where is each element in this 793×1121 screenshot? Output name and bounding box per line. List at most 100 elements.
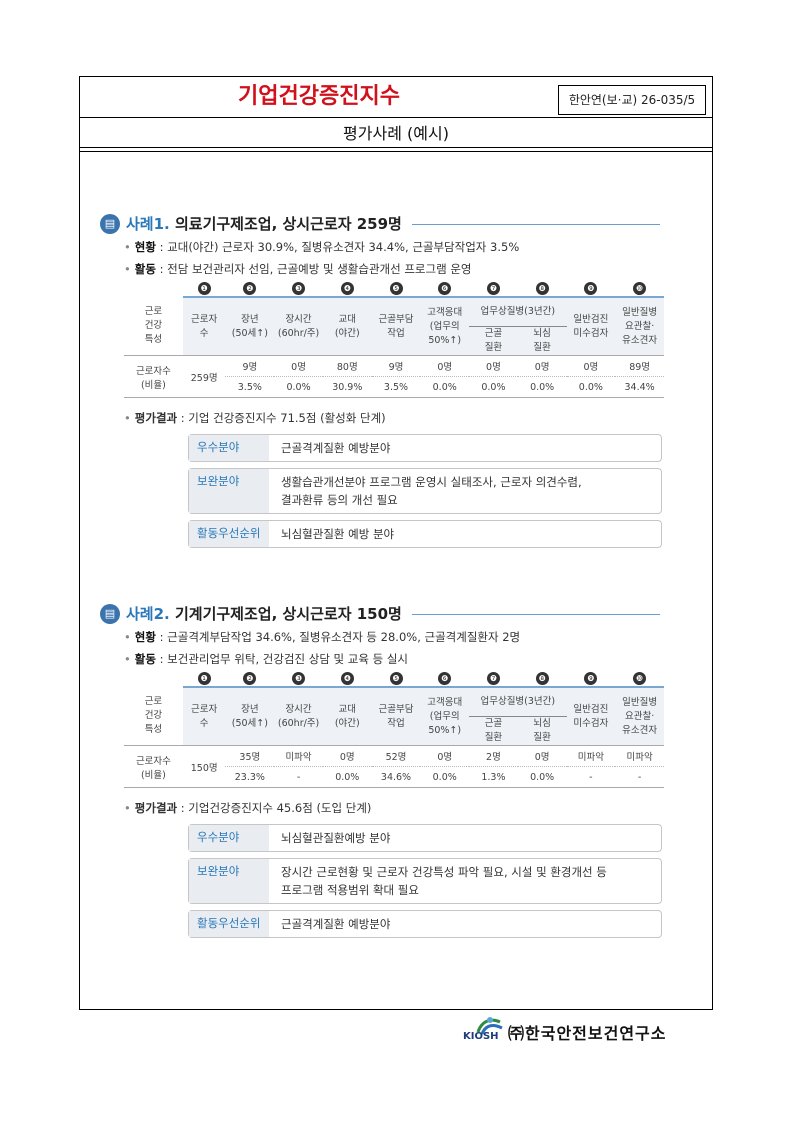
worker-ratio: 23.3%: [225, 766, 275, 788]
health-characteristics-table: ❶ ❷ ❸ ❹ ❺ ❻ ❼ ❽ ❾ ❿ 근로 건강 특성 근로자 수 장년 (50세↑) 장시간 (60h…: [124, 670, 664, 788]
table-column-header: 장시간 (60hr/주): [274, 686, 323, 746]
worker-total: 150명: [182, 745, 226, 788]
column-number: ❻: [438, 281, 452, 295]
column-number: ❶: [197, 281, 211, 295]
worker-ratio: 3.5%: [371, 376, 421, 398]
document-icon: ▤: [100, 214, 120, 234]
status-key: 현황: [134, 630, 156, 644]
evaluation-result: 평가결과 : 기업건강증진지수 45.6점 (도입 단계): [124, 798, 670, 818]
heading-rule: [412, 224, 660, 225]
worker-count: 미파악: [274, 745, 323, 767]
worker-count: 9명: [371, 355, 421, 377]
result-box: 활동우선순위 뇌심혈관질환 예방 분야: [188, 520, 662, 548]
worker-ratio: 34.6%: [371, 766, 421, 788]
table-row-label: 근로자수 (비율): [124, 355, 183, 398]
case-title-text: 기계기구제조업, 상시근로자 150명: [169, 605, 402, 623]
table-column-header: 교대 (야간): [322, 686, 372, 746]
column-number: ❺: [389, 281, 403, 295]
worker-ratio: 0.0%: [517, 376, 567, 398]
result-box: 활동우선순위 근골격계질환 예방분야: [188, 910, 662, 938]
column-number: ❷: [243, 281, 257, 295]
worker-ratio: -: [274, 766, 323, 788]
worker-ratio: 34.4%: [615, 376, 664, 398]
result-box: 보완분야 장시간 근로현황 및 근로자 건강특성 파악 필요, 시설 및 환경개선…: [188, 858, 662, 904]
worker-count: 2명: [469, 745, 518, 767]
column-number: ❾: [584, 671, 598, 685]
table-group-header: 업무상질병(3년간): [469, 686, 567, 717]
worker-count: 미파악: [615, 745, 664, 767]
column-number: ❺: [389, 671, 403, 685]
table-column-header: 장시간 (60hr/주): [274, 296, 323, 356]
header-divider: [80, 147, 712, 148]
case-label: 사례2.: [126, 605, 170, 623]
table-column-header: 근로자 수: [182, 686, 226, 746]
kiosh-logo-text: KIOSH: [463, 1031, 499, 1042]
column-number: ❹: [340, 281, 354, 295]
worker-ratio: 0.0%: [566, 376, 616, 398]
table-row-label: 근로자수 (비율): [124, 745, 183, 788]
case-heading: ▤ 사례1. 의료기구제조업, 상시근로자 259명: [100, 212, 670, 236]
header-divider: [80, 117, 712, 118]
column-number: ❸: [292, 671, 306, 685]
table-column-header: 일반질병 요관찰· 유소견자: [615, 686, 664, 746]
table-column-header: 고객응대 (업무의 50%↑): [420, 296, 470, 356]
table-column-header: 근골 질환: [469, 326, 518, 356]
case-section-2: ▤ 사례2. 기계기구제조업, 상시근로자 150명현황 : 근골격계부담작업 3…: [100, 602, 670, 938]
result-box-key: 활동우선순위: [189, 911, 269, 937]
column-number: ❾: [584, 281, 598, 295]
activity-text: : 전담 보건관리자 선임, 근골예방 및 생활습관개선 프로그램 운영: [155, 262, 472, 276]
document-frame: 기업건강증진지수 한안연(보·교) 26-035/5 평가사례 (예시): [79, 76, 713, 1010]
worker-count: 89명: [615, 355, 664, 377]
case-heading: ▤ 사례2. 기계기구제조업, 상시근로자 150명: [100, 602, 670, 626]
case-title: 사례2. 기계기구제조업, 상시근로자 150명: [126, 602, 402, 626]
worker-count: 0명: [517, 355, 567, 377]
table-column-header: 장년 (50세↑): [225, 686, 275, 746]
result-box-value: 근골격계질환 예방분야: [281, 441, 391, 455]
status-key: 현황: [134, 240, 156, 254]
column-number: ❸: [292, 281, 306, 295]
activity-line: 활동 : 보건관리업무 위탁, 건강검진 상담 및 교육 등 실시: [124, 648, 670, 670]
table-column-header: 일반검진 미수검자: [566, 686, 616, 746]
worker-ratio: 0.0%: [517, 766, 567, 788]
status-text: : 근골격계부담작업 34.6%, 질병유소견자 등 28.0%, 근골격계질환…: [155, 630, 521, 644]
status-line: 현황 : 근골격계부담작업 34.6%, 질병유소견자 등 28.0%, 근골격…: [124, 626, 670, 648]
table-column-header: 장년 (50세↑): [225, 296, 275, 356]
table-column-header: 일반질병 요관찰· 유소견자: [615, 296, 664, 356]
result-box-value: 장시간 근로현황 및 근로자 건강특성 파악 필요, 시설 및 환경개선 등 프…: [281, 865, 607, 897]
result-box-key: 활동우선순위: [189, 521, 269, 547]
case-section-1: ▤ 사례1. 의료기구제조업, 상시근로자 259명현황 : 교대(야간) 근로자…: [100, 212, 670, 548]
table-column-header: 교대 (야간): [322, 296, 372, 356]
column-number: ❹: [340, 671, 354, 685]
result-box-value: 뇌심혈관질환예방 분야: [281, 831, 391, 845]
result-box: 보완분야 생활습관개선분야 프로그램 운영시 실태조사, 근로자 의견수렴, 결과…: [188, 468, 662, 514]
worker-count: 0명: [322, 745, 372, 767]
worker-total: 259명: [182, 355, 226, 398]
table-column-header: 근골부담 작업: [371, 296, 421, 356]
worker-ratio: 1.3%: [469, 766, 518, 788]
table-column-header: 뇌심 질환: [517, 716, 567, 746]
table-column-header: 근골 질환: [469, 716, 518, 746]
column-number: ❽: [535, 671, 549, 685]
result-box: 우수분야 뇌심혈관질환예방 분야: [188, 824, 662, 852]
column-number: ❿: [633, 671, 647, 685]
document-subtitle: 평가사례 (예시): [343, 124, 449, 143]
worker-count: 80명: [322, 355, 372, 377]
worker-ratio: 0.0%: [274, 376, 323, 398]
result-box: 우수분야 근골격계질환 예방분야: [188, 434, 662, 462]
result-box-key: 우수분야: [189, 435, 269, 461]
worker-ratio: 0.0%: [420, 376, 470, 398]
activity-key: 활동: [134, 262, 156, 276]
worker-ratio: 0.0%: [420, 766, 470, 788]
organization-name: ㈜한국안전보건연구소: [508, 1024, 667, 1043]
worker-count: 9명: [225, 355, 275, 377]
activity-key: 활동: [134, 652, 156, 666]
activity-text: : 보건관리업무 위탁, 건강검진 상담 및 교육 등 실시: [155, 652, 408, 666]
document-icon: ▤: [100, 604, 120, 624]
worker-count: 52명: [371, 745, 421, 767]
result-box-key: 보완분야: [189, 469, 269, 513]
table-column-header: 일반검진 미수검자: [566, 296, 616, 356]
table-group-header: 업무상질병(3년간): [469, 296, 567, 327]
table-side-label: 근로 건강 특성: [124, 687, 183, 746]
header-divider: [80, 151, 712, 152]
worker-ratio: 30.9%: [322, 376, 372, 398]
